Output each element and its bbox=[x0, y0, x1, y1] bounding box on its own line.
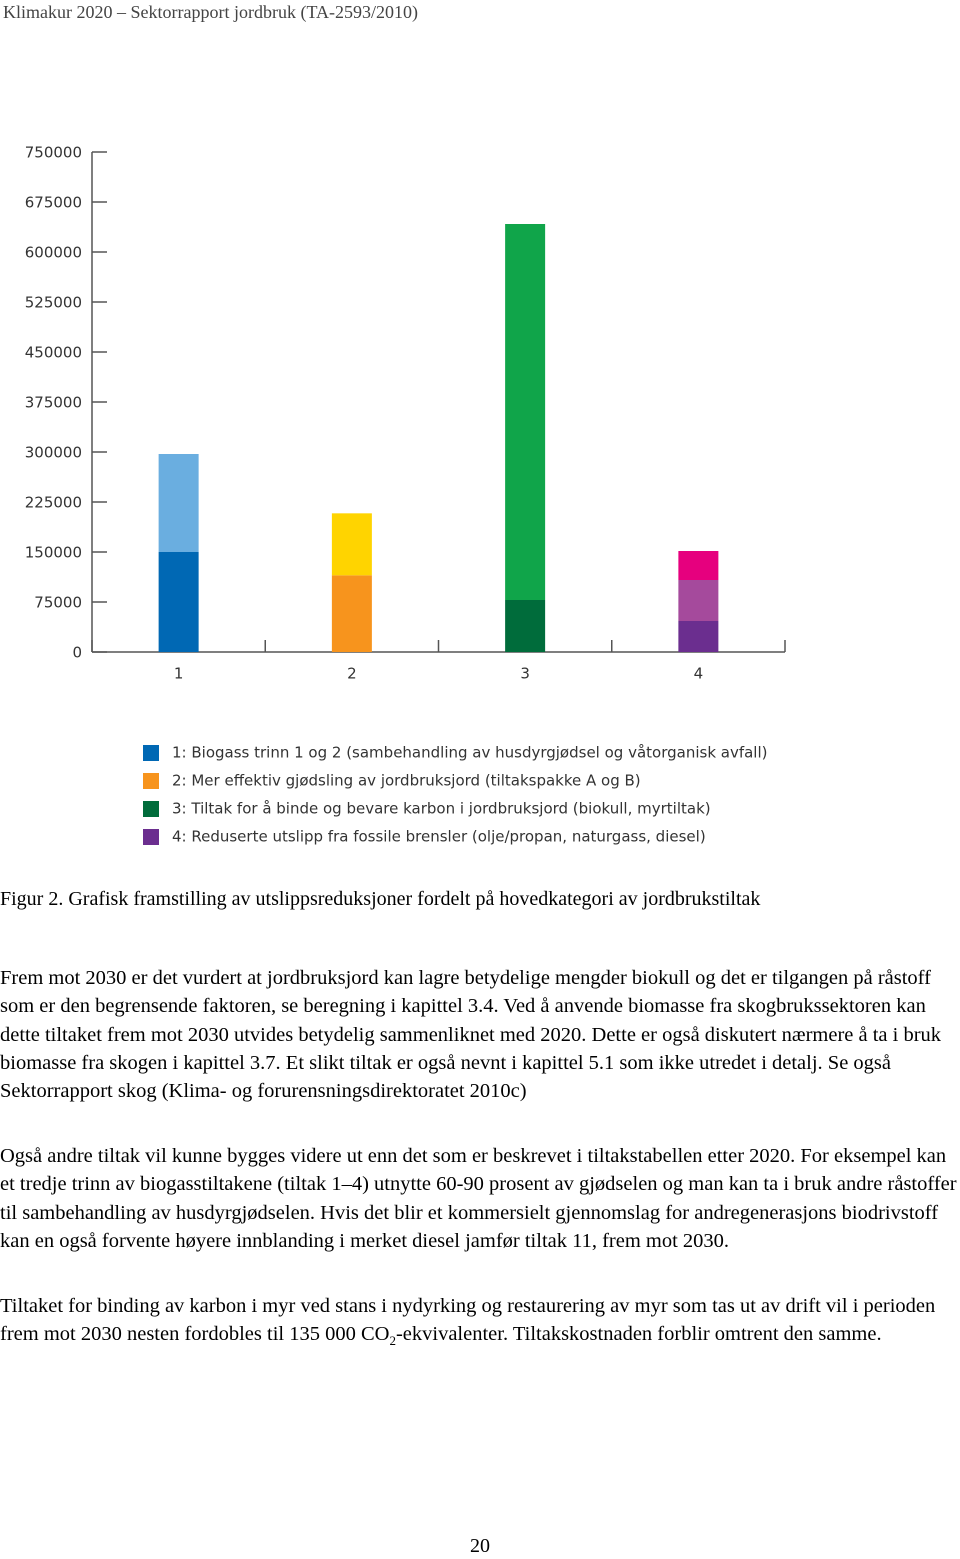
bar-segment bbox=[678, 621, 719, 652]
legend-label: 1: Biogass trinn 1 og 2 (sambehandling a… bbox=[172, 744, 768, 762]
x-tick-label: 1 bbox=[174, 665, 184, 683]
legend-label: 2: Mer effektiv gjødsling av jordbruksjo… bbox=[172, 772, 641, 790]
bar-segment bbox=[331, 575, 372, 652]
y-tick-label: 750000 bbox=[25, 144, 82, 162]
bar-segment bbox=[678, 580, 719, 621]
bar-segment bbox=[158, 454, 199, 552]
legend-swatch bbox=[143, 801, 159, 817]
y-tick-label: 0 bbox=[72, 644, 82, 662]
paragraph: Tiltaket for binding av karbon i myr ved… bbox=[0, 1292, 960, 1356]
legend-label: 4: Reduserte utslipp fra fossile brensle… bbox=[172, 828, 706, 846]
legend-label: 3: Tiltak for å binde og bevare karbon i… bbox=[172, 800, 711, 818]
y-tick-label: 375000 bbox=[25, 394, 82, 412]
y-tick-label: 525000 bbox=[25, 294, 82, 312]
bar-segment bbox=[158, 552, 199, 652]
y-tick-label: 600000 bbox=[25, 244, 82, 262]
x-tick-label: 2 bbox=[347, 665, 357, 683]
figure-caption: Figur 2. Grafisk framstilling av utslipp… bbox=[0, 888, 761, 910]
y-tick-label: 450000 bbox=[25, 344, 82, 362]
text: Tiltaket for binding av karbon i myr ved… bbox=[0, 1295, 936, 1346]
y-tick-label: 675000 bbox=[25, 194, 82, 212]
x-tick-label: 4 bbox=[694, 665, 704, 683]
bar-segment bbox=[331, 513, 372, 576]
bar-segment bbox=[505, 600, 546, 652]
text: -ekvivalenter. Tiltakskostnaden forblir … bbox=[395, 1323, 882, 1346]
legend-swatch bbox=[143, 829, 159, 845]
legend-swatch bbox=[143, 745, 159, 761]
legend-swatch bbox=[143, 773, 159, 789]
paragraph: Frem mot 2030 er det vurdert at jordbruk… bbox=[0, 967, 942, 1103]
header-title: Klimakur 2020 – Sektorrapport jordbruk (… bbox=[3, 2, 418, 22]
bar-segment bbox=[505, 224, 546, 600]
y-tick-label: 150000 bbox=[25, 544, 82, 562]
subscript: 2 bbox=[389, 1333, 396, 1349]
y-tick-label: 300000 bbox=[25, 444, 82, 462]
y-tick-label: 75000 bbox=[34, 594, 82, 612]
y-tick-label: 225000 bbox=[25, 494, 82, 512]
paragraph: Også andre tiltak vil kunne bygges vider… bbox=[0, 1145, 957, 1252]
page-number: 20 bbox=[470, 1535, 490, 1557]
x-tick-label: 3 bbox=[520, 665, 530, 683]
bar-segment bbox=[678, 551, 719, 580]
chart: 0 75000 150000 225000 300000 375000 450000 5250… bbox=[25, 144, 786, 846]
